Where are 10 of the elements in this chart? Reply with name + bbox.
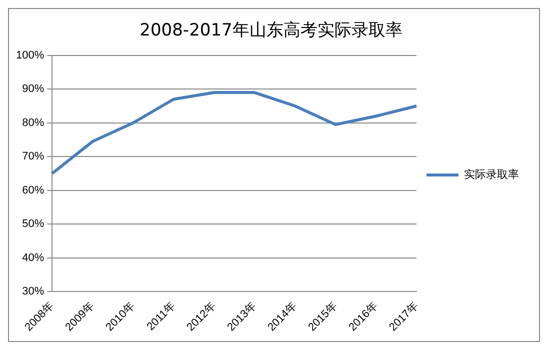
y-tick-label: 90% — [22, 83, 44, 96]
y-tick-label: 30% — [22, 286, 44, 298]
legend-label: 实际录取率 — [464, 168, 519, 182]
y-tick-label: 60% — [22, 184, 44, 196]
y-tick-label: 50% — [22, 218, 44, 230]
y-tick-label: 100% — [16, 49, 44, 62]
y-tick-label: 40% — [22, 252, 44, 264]
chart-title: 2008-2017年山东高考实际录取率 — [140, 20, 402, 41]
y-tick-label: 70% — [22, 150, 44, 163]
y-tick-label: 80% — [22, 116, 44, 129]
